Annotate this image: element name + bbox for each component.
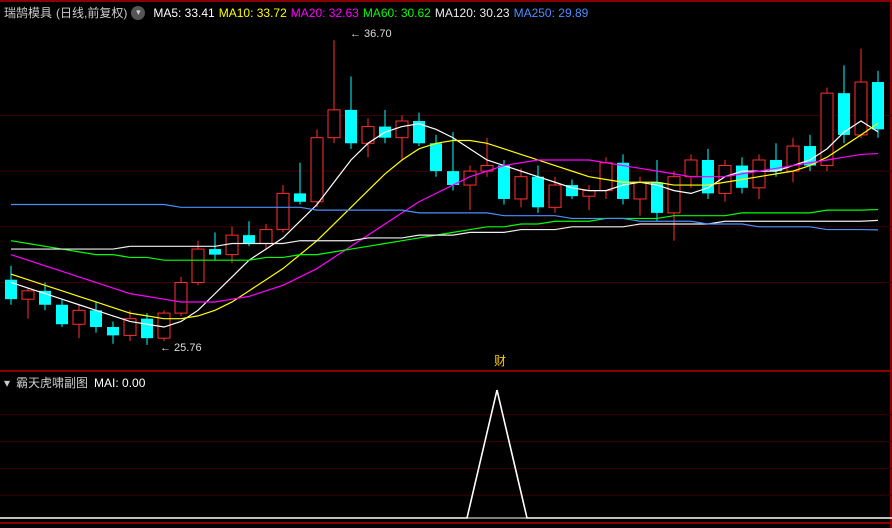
stock-chart-container: 瑞鹄模具 (日线,前复权) ▾ MA5: 33.41MA10: 33.72MA2… — [0, 0, 892, 528]
price-annotation: ← 25.76 — [160, 342, 202, 354]
sub-indicator-panel[interactable] — [0, 388, 892, 522]
cai-marker: 财 — [494, 352, 506, 369]
main-chart-svg — [0, 0, 892, 370]
bottom-border — [0, 522, 892, 524]
price-annotation: ← 36.70 — [350, 28, 392, 40]
sub-chart-svg — [0, 388, 892, 522]
panel-separator — [0, 370, 892, 372]
main-candlestick-panel[interactable]: ← 36.70 ← 25.76 财 — [0, 0, 892, 370]
